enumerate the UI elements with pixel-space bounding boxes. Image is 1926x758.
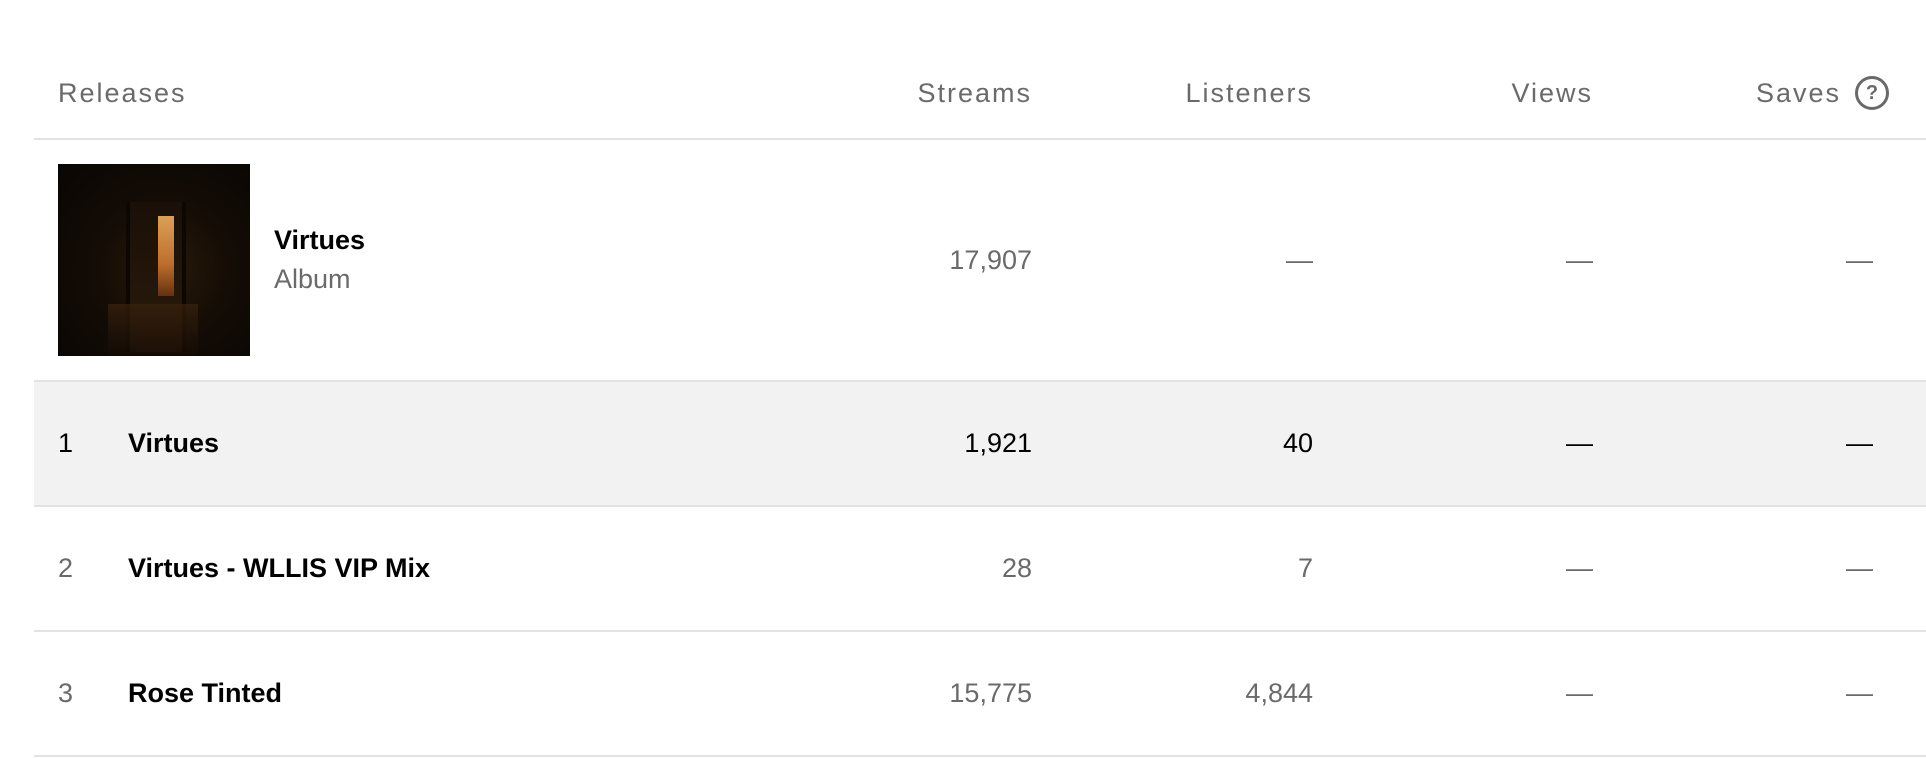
views-column-header[interactable]: Views [1511, 77, 1593, 108]
track-views: — [1566, 428, 1593, 458]
track-streams: 1,921 [964, 428, 1032, 458]
track-listeners: 40 [1282, 428, 1313, 458]
album-listeners: — [1286, 244, 1313, 275]
track-saves: — [1846, 553, 1873, 583]
saves-column-label[interactable]: Saves [1755, 77, 1841, 108]
table-header: Releases Streams Listeners Views Saves ? [34, 0, 1926, 140]
track-title[interactable]: Virtues - WLLIS VIP Mix [128, 553, 431, 583]
album-streams: 17,907 [949, 244, 1032, 275]
album-row[interactable]: Virtues Album 17,907 — — — [34, 140, 1926, 382]
listeners-column-header[interactable]: Listeners [1185, 77, 1313, 108]
streams-column-header[interactable]: Streams [917, 77, 1032, 108]
track-index: 2 [58, 553, 74, 583]
track-listeners: 7 [1297, 553, 1313, 583]
track-streams: 15,775 [949, 678, 1032, 708]
saves-column-header: Saves ? [1756, 76, 1889, 110]
album-release-cell: Virtues Album [58, 164, 365, 356]
track-saves: — [1846, 678, 1873, 708]
track-streams: 28 [1001, 553, 1032, 583]
table-row[interactable]: 3 Rose Tinted 15,775 4,844 — — [34, 632, 1926, 757]
album-views: — [1566, 244, 1593, 275]
releases-column-header[interactable]: Releases [58, 77, 187, 108]
track-index: 3 [58, 678, 74, 708]
track-saves: — [1846, 428, 1873, 458]
album-title[interactable]: Virtues [274, 225, 366, 255]
track-listeners: 4,844 [1245, 678, 1313, 708]
track-release-cell: 3 Rose Tinted [58, 678, 282, 709]
album-info: Virtues Album [274, 225, 365, 295]
track-views: — [1566, 678, 1593, 708]
album-type: Album [274, 264, 351, 294]
album-saves: — [1846, 244, 1873, 275]
table-row[interactable]: 1 Virtues 1,921 40 — — [34, 382, 1926, 507]
track-title[interactable]: Virtues [128, 428, 220, 458]
track-views: — [1566, 553, 1593, 583]
track-index: 1 [58, 428, 74, 458]
releases-table: Releases Streams Listeners Views Saves ?… [34, 0, 1926, 757]
table-row[interactable]: 2 Virtues - WLLIS VIP Mix 28 7 — — [34, 507, 1926, 632]
album-cover-image[interactable] [58, 164, 250, 356]
track-release-cell: 2 Virtues - WLLIS VIP Mix [58, 553, 430, 584]
help-icon[interactable]: ? [1855, 76, 1889, 110]
track-title[interactable]: Rose Tinted [128, 678, 283, 708]
track-release-cell: 1 Virtues [58, 428, 219, 459]
